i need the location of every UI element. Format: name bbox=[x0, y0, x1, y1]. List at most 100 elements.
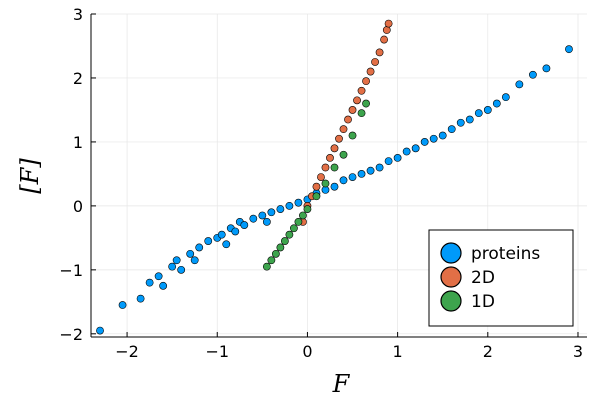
point-2d bbox=[353, 96, 361, 105]
point-proteins bbox=[438, 131, 447, 140]
point-proteins bbox=[172, 256, 181, 265]
point-proteins bbox=[190, 256, 199, 265]
point-proteins bbox=[258, 211, 267, 220]
point-proteins bbox=[186, 249, 195, 258]
point-proteins bbox=[330, 182, 339, 191]
point-proteins bbox=[231, 227, 240, 236]
point-proteins bbox=[285, 201, 294, 210]
data-points bbox=[96, 19, 573, 335]
point-2d bbox=[380, 35, 388, 44]
point-proteins bbox=[420, 138, 429, 146]
point-proteins bbox=[501, 93, 510, 102]
point-proteins bbox=[267, 208, 276, 217]
point-2d bbox=[321, 163, 330, 172]
legend-marker-2d bbox=[440, 266, 462, 288]
y-axis-label: [F] bbox=[16, 158, 44, 194]
point-2d bbox=[357, 86, 366, 95]
y-tick-label: 0 bbox=[73, 197, 83, 216]
point-2d bbox=[335, 134, 343, 143]
point-proteins bbox=[402, 147, 411, 156]
x-tick-label: 2 bbox=[483, 342, 493, 361]
point-proteins bbox=[384, 157, 393, 166]
point-1d bbox=[348, 131, 357, 140]
axes bbox=[90, 13, 587, 338]
point-proteins bbox=[528, 70, 537, 79]
point-proteins bbox=[456, 118, 465, 127]
point-proteins bbox=[195, 243, 204, 252]
point-proteins bbox=[262, 217, 271, 226]
y-tick-label: 1 bbox=[73, 133, 83, 152]
point-proteins bbox=[276, 205, 285, 213]
point-2d bbox=[348, 106, 357, 114]
point-proteins bbox=[249, 214, 258, 223]
point-2d bbox=[371, 58, 379, 66]
point-2d bbox=[344, 115, 352, 124]
y-tick-label: 3 bbox=[73, 5, 83, 24]
point-proteins bbox=[154, 272, 163, 281]
point-proteins bbox=[366, 166, 375, 175]
point-1d bbox=[280, 237, 289, 245]
point-proteins bbox=[177, 265, 186, 274]
point-2d bbox=[362, 77, 370, 86]
point-1d bbox=[276, 243, 285, 252]
point-2d bbox=[317, 173, 325, 181]
point-2d bbox=[375, 48, 384, 57]
point-1d bbox=[267, 256, 276, 265]
point-proteins bbox=[204, 237, 213, 245]
legend: proteins 2D 1D bbox=[428, 229, 574, 327]
point-proteins bbox=[429, 134, 438, 143]
point-1d bbox=[339, 150, 348, 159]
point-2d bbox=[366, 67, 375, 76]
legend-label-proteins: proteins bbox=[471, 244, 540, 264]
x-tick-label: 3 bbox=[573, 342, 583, 361]
point-proteins bbox=[96, 326, 104, 335]
point-2d bbox=[330, 144, 339, 153]
legend-label-1d: 1D bbox=[471, 292, 495, 312]
point-2d bbox=[384, 19, 393, 28]
point-proteins bbox=[168, 262, 177, 271]
point-proteins bbox=[348, 173, 357, 181]
point-proteins bbox=[542, 64, 551, 73]
tick-labels: −2 −1 0 1 2 3 −2 −1 0 1 2 3 bbox=[59, 5, 583, 361]
x-tick-label: −1 bbox=[205, 342, 229, 361]
point-2d bbox=[339, 125, 348, 134]
x-axis-label: F bbox=[332, 370, 351, 398]
y-tick-label: −1 bbox=[59, 261, 83, 280]
point-proteins bbox=[136, 294, 145, 303]
point-1d bbox=[285, 230, 294, 239]
point-proteins bbox=[159, 281, 168, 290]
point-proteins bbox=[565, 45, 573, 54]
point-proteins bbox=[375, 163, 384, 172]
point-proteins bbox=[515, 80, 524, 89]
point-proteins bbox=[339, 176, 348, 185]
point-1d bbox=[271, 249, 280, 258]
point-proteins bbox=[465, 115, 474, 124]
point-proteins bbox=[294, 198, 303, 207]
legend-label-2d: 2D bbox=[471, 268, 495, 288]
point-1d bbox=[262, 262, 271, 271]
point-proteins bbox=[240, 221, 249, 229]
point-proteins bbox=[474, 109, 483, 118]
legend-marker-proteins bbox=[440, 242, 462, 264]
point-1d bbox=[357, 109, 366, 118]
point-1d bbox=[362, 99, 370, 108]
point-proteins bbox=[145, 278, 154, 287]
point-proteins bbox=[357, 170, 366, 178]
x-tick-label: 1 bbox=[393, 342, 403, 361]
point-proteins bbox=[222, 240, 231, 249]
point-2d bbox=[326, 154, 334, 162]
point-1d bbox=[321, 179, 330, 188]
point-proteins bbox=[492, 99, 501, 108]
point-proteins bbox=[118, 301, 127, 309]
point-proteins bbox=[411, 144, 420, 153]
y-tick-label: −2 bbox=[59, 325, 83, 344]
point-1d bbox=[294, 217, 303, 226]
point-2d bbox=[312, 182, 321, 191]
point-proteins bbox=[393, 154, 402, 162]
point-1d bbox=[312, 192, 321, 201]
legend-marker-1d bbox=[440, 290, 462, 312]
point-proteins bbox=[217, 230, 226, 239]
x-tick-label: −2 bbox=[115, 342, 139, 361]
point-1d bbox=[330, 163, 339, 172]
